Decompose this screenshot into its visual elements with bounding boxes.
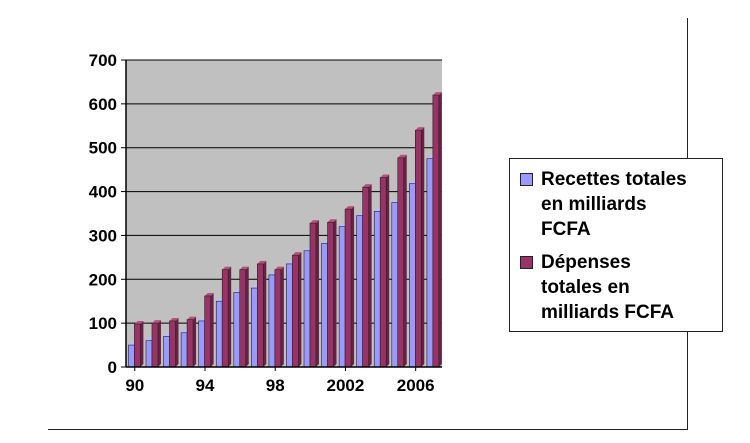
bar-side — [263, 260, 267, 367]
x-tick-label: 94 — [196, 376, 215, 395]
y-tick-label: 700 — [89, 51, 117, 70]
bar-depenses-1990 — [134, 323, 141, 368]
bar-side — [157, 320, 161, 367]
y-tick-label: 100 — [89, 314, 117, 333]
bar-side — [280, 266, 284, 367]
bar-top — [362, 184, 372, 188]
bar-side — [228, 266, 232, 367]
x-tick-label: 2006 — [397, 376, 435, 395]
bar-depenses-2004 — [379, 177, 387, 368]
bar-recettes-1999 — [286, 263, 293, 368]
bar-recettes-1996 — [233, 292, 241, 368]
bar-side — [175, 317, 179, 367]
y-tick-label: 500 — [89, 139, 117, 158]
bar-recettes-1990 — [128, 344, 135, 368]
bar-top — [187, 316, 197, 320]
bar-recettes-2002 — [338, 226, 346, 368]
bar-top — [432, 92, 442, 96]
bar-top — [257, 260, 267, 264]
bar-top — [134, 321, 144, 325]
bar-top — [169, 317, 179, 321]
bar-top — [239, 266, 249, 270]
bar-side — [210, 292, 214, 367]
legend-item-recettes: Recettes totales en milliards FCFA — [520, 167, 716, 242]
y-tick-label: 200 — [89, 270, 117, 289]
bar-side — [421, 127, 425, 368]
y-tick-label: 400 — [89, 183, 117, 202]
legend-label-depenses: Dépenses totales en milliards FCFA — [541, 252, 675, 323]
bar-recettes-1998 — [268, 274, 276, 368]
bar-side — [245, 266, 249, 367]
bar-recettes-2001 — [321, 243, 328, 368]
bar-recettes-2007 — [426, 158, 434, 368]
bar-recettes-1992 — [163, 335, 170, 368]
legend-item-depenses: Dépenses totales en milliards FCFA — [520, 250, 716, 325]
bar-depenses-1998 — [274, 269, 282, 368]
bar-depenses-1992 — [169, 320, 176, 368]
bar-depenses-1999 — [292, 254, 299, 368]
bar-recettes-2004 — [373, 211, 381, 368]
legend-swatch-recettes — [520, 173, 533, 186]
bar-depenses-1994 — [204, 295, 211, 368]
y-tick-label: 300 — [89, 226, 117, 245]
bar-depenses-2006 — [415, 129, 422, 368]
chart-frame: 0 100 200 300 400 500 600 700 90 94 98 2002 2006 Rec… — [48, 18, 723, 430]
bar-top — [204, 292, 214, 296]
bar-side — [368, 184, 372, 367]
y-tick-label: 0 — [108, 358, 117, 377]
x-tick-label: 2002 — [327, 376, 365, 395]
bar-side — [193, 316, 197, 367]
plot-area — [126, 60, 442, 367]
legend: Recettes totales en milliards FCFA Dépen… — [509, 158, 723, 332]
bar-side — [140, 321, 144, 367]
bar-depenses-1991 — [151, 322, 159, 368]
x-tick-label: 90 — [125, 376, 144, 395]
legend-label-recettes: Recettes totales en milliards FCFA — [541, 169, 687, 240]
bar-side — [438, 92, 442, 367]
bar-recettes-2005 — [391, 202, 399, 368]
bar-recettes-2000 — [303, 250, 311, 368]
bar-depenses-2005 — [397, 157, 405, 368]
bar-chart: 0 100 200 300 400 500 600 700 90 94 98 2002 2006 — [89, 51, 442, 395]
bar-depenses-2007 — [432, 94, 440, 368]
bar-depenses-1995 — [221, 269, 229, 368]
bar-depenses-2002 — [344, 208, 352, 368]
bar-top — [274, 266, 284, 270]
bar-top — [222, 266, 232, 270]
bar-side — [351, 206, 355, 367]
bar-depenses-2000 — [309, 222, 317, 368]
bar-side — [315, 220, 319, 367]
bar-top — [327, 219, 337, 223]
bar-depenses-1993 — [186, 319, 194, 368]
bar-recettes-1991 — [145, 340, 153, 368]
bar-recettes-1993 — [180, 332, 188, 368]
bar-recettes-1997 — [251, 287, 258, 368]
bar-recettes-2006 — [409, 183, 416, 368]
bar-top — [292, 252, 302, 256]
x-tick-label: 98 — [266, 376, 285, 395]
bar-recettes-2003 — [356, 215, 363, 368]
bar-side — [403, 154, 407, 367]
bar-side — [298, 252, 302, 367]
bar-depenses-2001 — [327, 221, 334, 368]
bar-depenses-1996 — [239, 269, 247, 368]
bar-top — [151, 320, 161, 324]
bar-top — [415, 127, 425, 131]
bar-top — [345, 206, 355, 210]
bar-side — [386, 174, 390, 367]
bar-top — [397, 154, 407, 158]
y-tick-label: 600 — [89, 95, 117, 114]
legend-swatch-depenses — [520, 256, 533, 269]
bar-recettes-1994 — [198, 320, 205, 368]
bar-recettes-1995 — [215, 300, 223, 368]
bar-top — [309, 220, 319, 224]
bar-top — [380, 174, 390, 178]
bar-depenses-1997 — [257, 263, 264, 368]
bar-depenses-2003 — [362, 186, 369, 368]
bar-side — [333, 219, 337, 367]
